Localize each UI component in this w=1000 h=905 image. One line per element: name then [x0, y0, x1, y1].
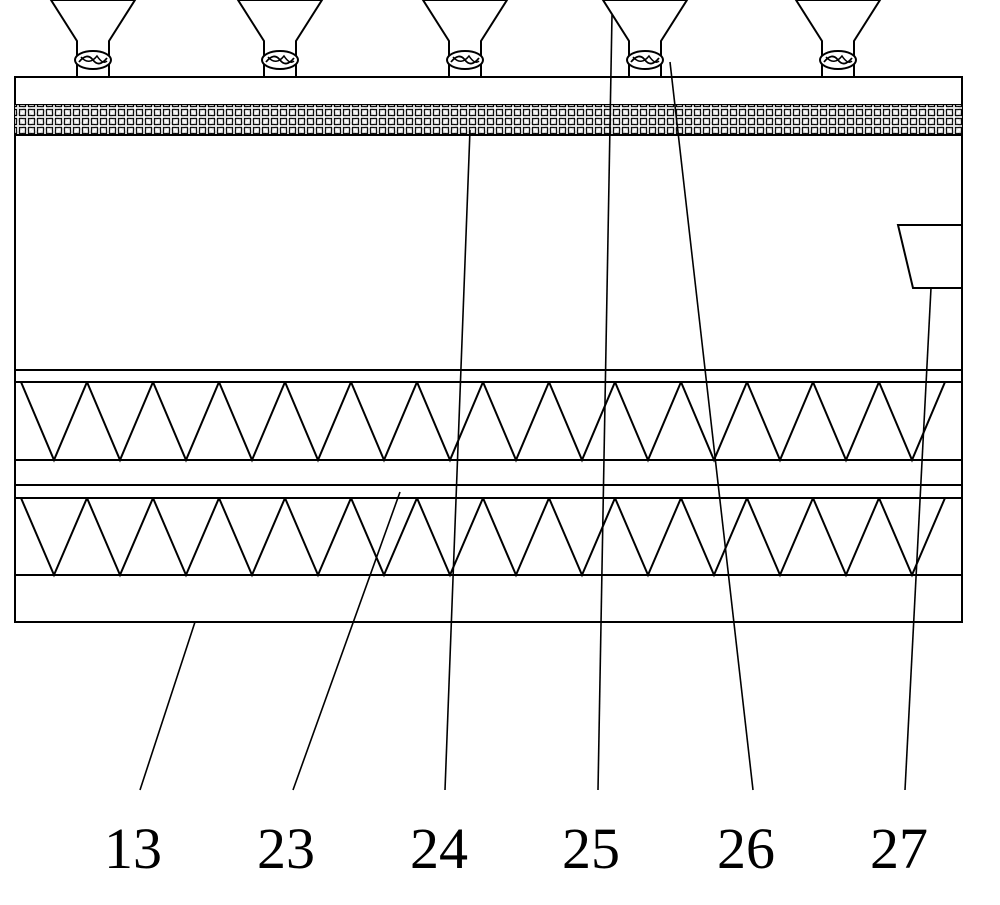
diagram-svg: [0, 0, 1000, 905]
label-27: 27: [870, 815, 928, 882]
label-24: 24: [410, 815, 468, 882]
label-26: 26: [717, 815, 775, 882]
label-13: 13: [104, 815, 162, 882]
label-25: 25: [562, 815, 620, 882]
label-23: 23: [257, 815, 315, 882]
diagram-canvas: 13 23 24 25 26 27: [0, 0, 1000, 905]
